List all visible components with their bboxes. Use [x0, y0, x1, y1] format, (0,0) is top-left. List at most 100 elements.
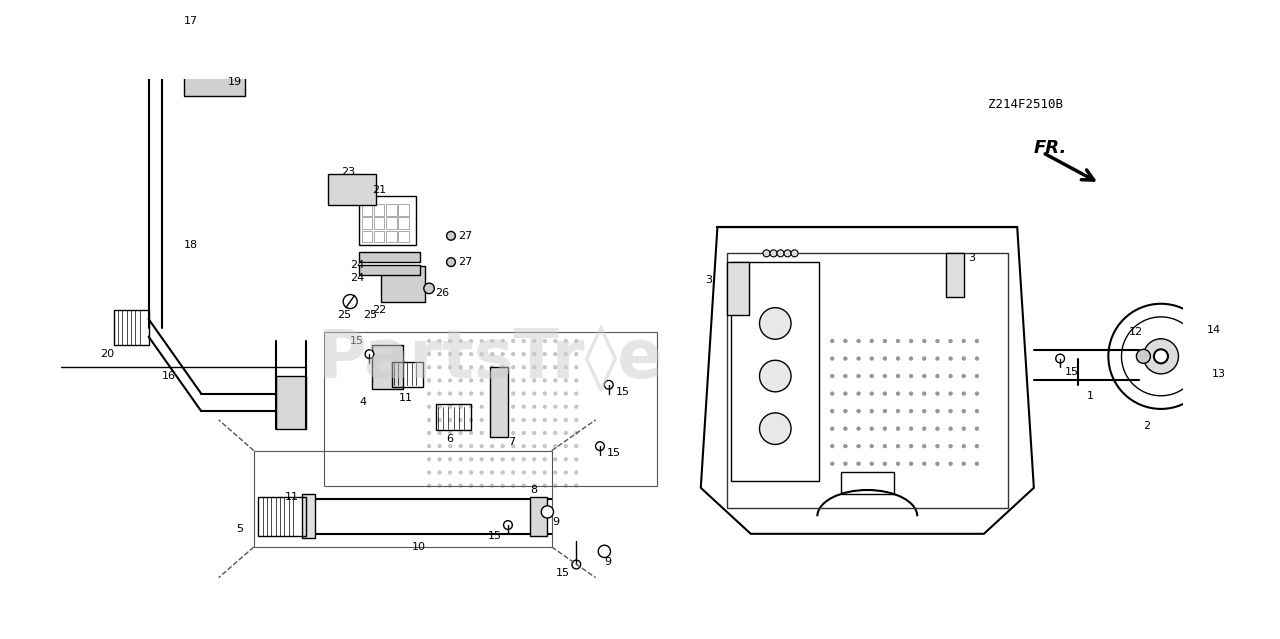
Circle shape — [543, 484, 547, 488]
Circle shape — [975, 444, 979, 448]
Circle shape — [458, 418, 462, 422]
Circle shape — [975, 410, 979, 413]
Circle shape — [564, 484, 567, 488]
Circle shape — [448, 392, 452, 396]
Circle shape — [532, 444, 536, 448]
Circle shape — [448, 339, 452, 343]
Circle shape — [975, 374, 979, 378]
Circle shape — [856, 357, 860, 360]
Circle shape — [480, 405, 484, 408]
Circle shape — [512, 458, 515, 461]
Circle shape — [844, 410, 847, 413]
Circle shape — [553, 366, 557, 369]
Circle shape — [909, 410, 913, 413]
Circle shape — [512, 352, 515, 356]
Circle shape — [480, 352, 484, 356]
Circle shape — [470, 484, 472, 488]
Circle shape — [512, 444, 515, 448]
Circle shape — [553, 379, 557, 382]
Circle shape — [844, 444, 847, 448]
Circle shape — [543, 339, 547, 343]
Bar — [361, 217, 372, 229]
Circle shape — [909, 392, 913, 396]
Bar — [841, 472, 893, 495]
Circle shape — [448, 379, 452, 382]
Circle shape — [923, 427, 925, 431]
Circle shape — [428, 339, 431, 343]
Polygon shape — [946, 253, 964, 297]
Circle shape — [963, 392, 965, 396]
Text: 24: 24 — [351, 259, 365, 270]
Circle shape — [428, 392, 431, 396]
Circle shape — [490, 444, 494, 448]
Circle shape — [883, 374, 887, 378]
Circle shape — [470, 366, 472, 369]
Circle shape — [975, 357, 979, 360]
Circle shape — [532, 484, 536, 488]
Circle shape — [575, 379, 579, 382]
Circle shape — [543, 418, 547, 422]
Circle shape — [512, 484, 515, 488]
Circle shape — [759, 413, 791, 444]
Circle shape — [543, 431, 547, 435]
Circle shape — [500, 405, 504, 408]
Text: 7: 7 — [508, 437, 515, 447]
Bar — [381, 266, 425, 302]
Text: 15: 15 — [1065, 367, 1079, 376]
Circle shape — [543, 392, 547, 396]
Circle shape — [490, 352, 494, 356]
Circle shape — [458, 458, 462, 461]
Circle shape — [844, 374, 847, 378]
Bar — [387, 204, 397, 215]
Circle shape — [532, 352, 536, 356]
Circle shape — [896, 410, 900, 413]
Circle shape — [458, 352, 462, 356]
Circle shape — [831, 357, 835, 360]
Circle shape — [870, 444, 873, 448]
Circle shape — [500, 339, 504, 343]
Circle shape — [856, 392, 860, 396]
Circle shape — [543, 405, 547, 408]
Circle shape — [532, 366, 536, 369]
Circle shape — [522, 471, 526, 474]
Circle shape — [883, 357, 887, 360]
Circle shape — [856, 462, 860, 465]
Circle shape — [870, 427, 873, 431]
Text: 20: 20 — [100, 349, 114, 359]
Circle shape — [883, 427, 887, 431]
Circle shape — [500, 352, 504, 356]
Circle shape — [543, 352, 547, 356]
Circle shape — [428, 352, 431, 356]
Circle shape — [512, 339, 515, 343]
Circle shape — [785, 250, 791, 257]
Circle shape — [458, 392, 462, 396]
Circle shape — [470, 444, 472, 448]
Circle shape — [936, 339, 940, 343]
Text: 6: 6 — [447, 434, 453, 444]
Text: 11: 11 — [398, 393, 412, 403]
Bar — [372, 345, 403, 389]
Circle shape — [963, 357, 965, 360]
Circle shape — [500, 379, 504, 382]
Circle shape — [522, 405, 526, 408]
Circle shape — [448, 431, 452, 435]
Circle shape — [365, 350, 374, 358]
Bar — [324, 332, 657, 486]
Circle shape — [458, 431, 462, 435]
Circle shape — [490, 418, 494, 422]
Circle shape — [909, 374, 913, 378]
Bar — [731, 262, 819, 481]
Circle shape — [564, 366, 567, 369]
Circle shape — [424, 283, 434, 294]
Bar — [358, 196, 416, 245]
Circle shape — [490, 484, 494, 488]
Circle shape — [896, 444, 900, 448]
Circle shape — [856, 410, 860, 413]
Text: 14: 14 — [1207, 325, 1221, 335]
Circle shape — [448, 444, 452, 448]
Circle shape — [470, 418, 472, 422]
Text: 18: 18 — [183, 240, 198, 250]
Bar — [374, 204, 384, 215]
Circle shape — [458, 444, 462, 448]
Circle shape — [575, 392, 579, 396]
